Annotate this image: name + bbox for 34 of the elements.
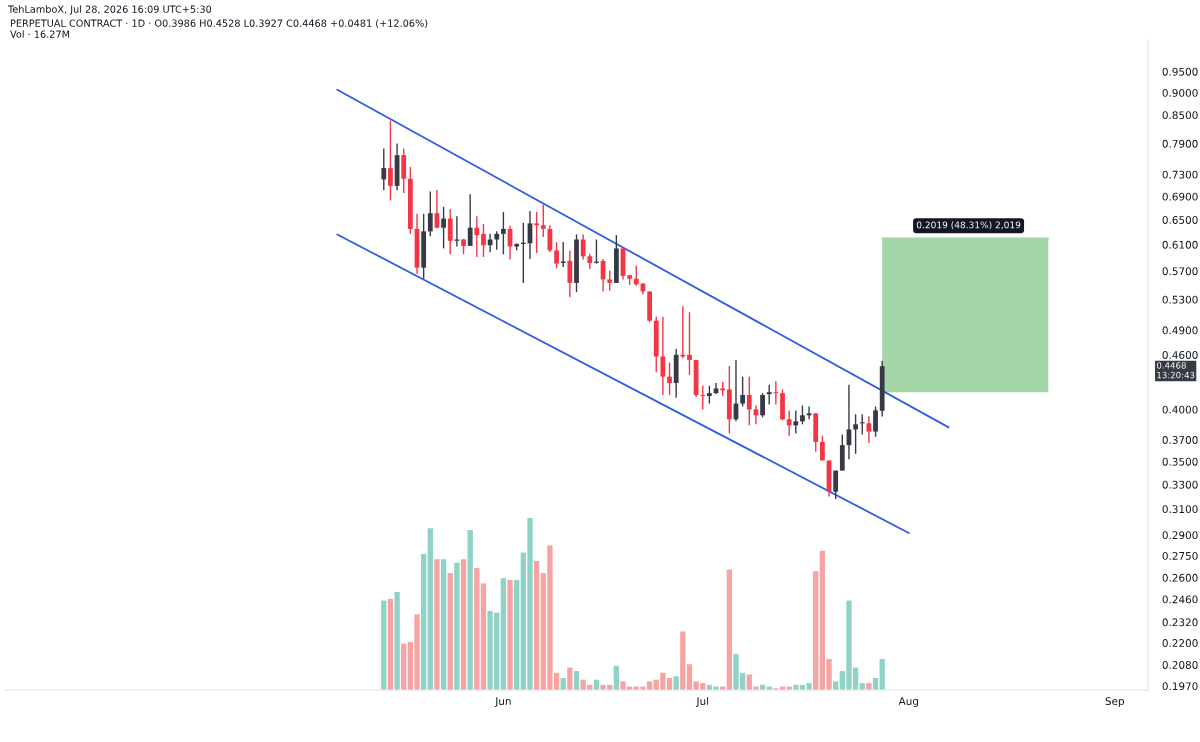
y-tick-label: 0.8500 xyxy=(1162,111,1198,120)
y-tick-label: 0.6500 xyxy=(1162,216,1198,224)
y-tick-label: 0.3700 xyxy=(1162,436,1198,444)
y-tick-label: 0.3500 xyxy=(1162,457,1198,466)
text: TehLamboX, Jul 28, 2026 16:09 UTC+5:30 xyxy=(7,5,212,15)
x-tick-label: Sep xyxy=(1105,697,1125,708)
y-tick-label: 0.3100 xyxy=(1162,505,1198,514)
y-tick-label: 0.9000 xyxy=(1162,88,1198,97)
x-tick-label: Jun xyxy=(494,697,511,707)
chart-title: Vol · 16.27M xyxy=(10,30,70,38)
y-tick-label: 0.2750 xyxy=(1162,551,1198,560)
y-tick-label: 0.2320 xyxy=(1162,618,1198,627)
y-tick-label: 0.4900 xyxy=(1162,326,1198,335)
y-tick-label: 0.2600 xyxy=(1162,573,1198,582)
x-tick-label: Jul xyxy=(695,696,709,707)
x-tick-label: Aug xyxy=(898,697,918,708)
y-tick-label: 0.9500 xyxy=(1162,67,1198,76)
y-tick-label: 0.2200 xyxy=(1162,639,1198,647)
y-tick-label: 0.2460 xyxy=(1162,595,1198,604)
chart-title: PERPETUAL CONTRACT · 1D · O0.3986 H0.4528 L0.3927 C0.4468 +0.0481 (+12.06%) xyxy=(10,19,428,28)
y-tick-label: 0.6100 xyxy=(1162,240,1198,249)
y-tick-label: 0.6900 xyxy=(1162,192,1198,201)
y-tick-label: 0.5300 xyxy=(1162,295,1198,304)
annotation: 0.2019 (48.31%) 2,019 xyxy=(916,221,1021,230)
y-tick-label: 0.5700 xyxy=(1162,267,1198,276)
y-tick-label: 0.4000 xyxy=(1162,405,1198,414)
text: 0.4468 13:20:43 xyxy=(1156,362,1195,379)
y-tick-label: 0.3300 xyxy=(1162,480,1198,489)
y-tick-label: 0.7300 xyxy=(1162,170,1198,179)
y-tick-label: 0.1970 xyxy=(1162,682,1198,691)
y-tick-label: 0.2900 xyxy=(1162,531,1198,540)
y-tick-label: 0.7900 xyxy=(1162,139,1198,148)
y-tick-label: 0.2080 xyxy=(1162,661,1198,669)
y-tick-label: 0.4600 xyxy=(1162,351,1198,359)
